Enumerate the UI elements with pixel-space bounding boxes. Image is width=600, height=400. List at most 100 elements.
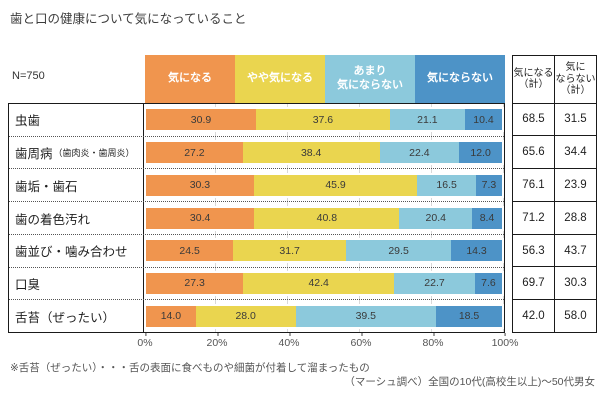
bar-value-label: 12.0 <box>470 146 491 159</box>
summary-value: 31.5 <box>564 113 587 126</box>
bar-segment: 38.4 <box>242 142 380 164</box>
summary-value: 65.6 <box>513 136 555 169</box>
summary-value: 76.1 <box>513 169 555 201</box>
bar-strip: 24.5 31.7 29.5 14.3 <box>144 238 504 264</box>
summary-value: 43.7 <box>564 244 587 257</box>
bar-segment: 27.2 <box>146 142 243 164</box>
summary-row: 65.6 34.4 <box>513 136 596 170</box>
category-label: 歯並び・噛み合わせ <box>15 245 128 260</box>
x-axis: 0% 20% 40% 60% 80% 100% <box>137 333 518 349</box>
bar-value-label: 30.4 <box>189 212 211 225</box>
bar-value-label: 7.6 <box>481 277 496 290</box>
category-label: 歯周病 <box>15 147 53 162</box>
chart-title: 歯と口の健康について気になっていること <box>10 12 247 26</box>
summary-header-concerned-total: 気になる （計） <box>513 56 555 103</box>
bar-segment: 37.6 <box>256 109 390 131</box>
summary-value: 68.5 <box>513 103 555 136</box>
summary-value: 56.3 <box>513 234 555 267</box>
bar-value-label: 24.5 <box>179 244 200 257</box>
bar-value-label: 29.5 <box>388 244 409 257</box>
bar-segment: 7.6 <box>474 272 502 294</box>
bar-value-label: 40.8 <box>316 212 338 225</box>
x-tick-label: 60% <box>350 333 372 349</box>
summary-row: 56.3 43.7 <box>513 234 596 268</box>
source-credit: （マーシュ調べ）全国の10代(高校生以上)～50代男女 <box>344 376 595 388</box>
category-label: 歯の着色汚れ <box>15 212 91 227</box>
summary-value: 71.2 <box>513 201 555 234</box>
bar-value-label: 16.5 <box>436 179 457 192</box>
bar-segment: 31.7 <box>233 240 347 262</box>
bar-value-label: 28.0 <box>235 310 256 323</box>
bar-segment: 30.3 <box>146 174 254 196</box>
category-label: 歯垢・歯石 <box>15 179 78 194</box>
chart-cell: 30.4 40.8 20.4 8.4 <box>144 202 504 234</box>
bar-segment: 42.4 <box>243 272 395 294</box>
x-tick-label: 100% <box>491 333 519 349</box>
bar-value-label: 42.4 <box>308 277 329 290</box>
bar-value-label: 45.9 <box>325 179 346 192</box>
summary-body: 68.5 31.5 65.6 34.4 76.1 23.9 71.2 28.8 … <box>513 103 596 333</box>
category-cell: 虫歯 <box>9 104 144 136</box>
summary-value: 28.8 <box>564 211 587 224</box>
bar-segment: 12.0 <box>459 142 502 164</box>
summary-header-not-concerned-total: 気に ならない （計） <box>555 62 596 96</box>
summary-row: 42.0 58.0 <box>513 300 596 332</box>
bar-segment: 30.9 <box>146 109 256 131</box>
bar-segment: 40.8 <box>254 207 400 229</box>
bar-segment: 29.5 <box>346 240 452 262</box>
summary-value: 58.0 <box>564 310 587 323</box>
x-tick-label: 20% <box>206 333 228 349</box>
category-cell: 口臭 <box>9 267 144 300</box>
summary-value: 34.4 <box>564 146 587 159</box>
table-row: 歯並び・噛み合わせ 24.5 31.7 29.5 14.3 <box>9 234 504 268</box>
bar-value-label: 14.0 <box>160 310 182 323</box>
summary-header: 気になる （計） 気に ならない （計） <box>513 56 596 104</box>
bar-segment: 45.9 <box>253 174 418 196</box>
category-cell: 歯垢・歯石 <box>9 169 144 202</box>
category-note: （歯肉炎・歯周炎） <box>53 148 135 159</box>
category-label: 虫歯 <box>15 114 41 129</box>
bar-strip: 30.3 45.9 16.5 7.3 <box>144 172 504 198</box>
chart-cell: 30.3 45.9 16.5 7.3 <box>144 169 504 202</box>
bar-value-label: 22.7 <box>424 277 445 290</box>
bar-segment: 14.3 <box>451 240 502 262</box>
table-row: 舌苔（ぜったい） 14.0 28.0 39.5 18.5 <box>9 300 504 333</box>
legend-cell-concerned: 気になる <box>145 55 235 103</box>
bar-value-label: 21.1 <box>417 113 438 126</box>
bar-value-label: 14.3 <box>466 244 487 257</box>
bar-strip: 27.3 42.4 22.7 7.6 <box>144 270 504 296</box>
summary-row: 69.7 30.3 <box>513 267 596 301</box>
bar-value-label: 31.7 <box>279 244 300 257</box>
summary-row: 68.5 31.5 <box>513 103 596 137</box>
bar-segment: 30.4 <box>146 207 255 229</box>
category-label: 舌苔（ぜったい） <box>15 310 116 325</box>
x-tick-label: 0% <box>137 333 153 349</box>
bar-value-label: 38.4 <box>300 146 322 159</box>
x-tick-label: 40% <box>278 333 300 349</box>
bar-value-label: 30.3 <box>189 179 211 192</box>
bar-segment: 14.0 <box>146 305 196 327</box>
bar-value-label: 18.5 <box>458 310 480 323</box>
legend-cell-somewhat-concerned: やや気になる <box>235 55 325 103</box>
category-cell: 歯周病 （歯肉炎・歯周炎） <box>9 136 144 169</box>
summary-value: 23.9 <box>564 178 587 191</box>
bar-segment: 16.5 <box>417 174 476 196</box>
footnote: ※舌苔（ぜったい）・・・舌の表面に食べものや細菌が付着して溜まったもの <box>10 362 370 374</box>
bar-value-label: 37.6 <box>312 113 334 126</box>
bar-segment: 21.1 <box>389 109 465 131</box>
category-cell: 歯の着色汚れ <box>9 202 144 234</box>
bar-segment: 22.7 <box>394 272 475 294</box>
category-cell: 舌苔（ぜったい） <box>9 300 144 333</box>
bar-strip: 30.9 37.6 21.1 10.4 <box>144 107 504 133</box>
bar-segment: 27.3 <box>146 272 244 294</box>
bar-value-label: 27.2 <box>184 146 205 159</box>
table-row: 歯周病 （歯肉炎・歯周炎） 27.2 38.4 22.4 12.0 <box>9 136 504 170</box>
summary-value: 30.3 <box>564 277 587 290</box>
x-tick-label: 80% <box>422 333 444 349</box>
bar-value-label: 10.4 <box>473 113 494 126</box>
chart-cell: 30.9 37.6 21.1 10.4 <box>144 104 504 136</box>
bar-value-label: 39.5 <box>355 310 377 323</box>
table-row: 口臭 27.3 42.4 22.7 7.6 <box>9 267 504 301</box>
table-row: 歯の着色汚れ 30.4 40.8 20.4 8.4 <box>9 202 504 235</box>
bar-segment: 10.4 <box>464 109 502 131</box>
